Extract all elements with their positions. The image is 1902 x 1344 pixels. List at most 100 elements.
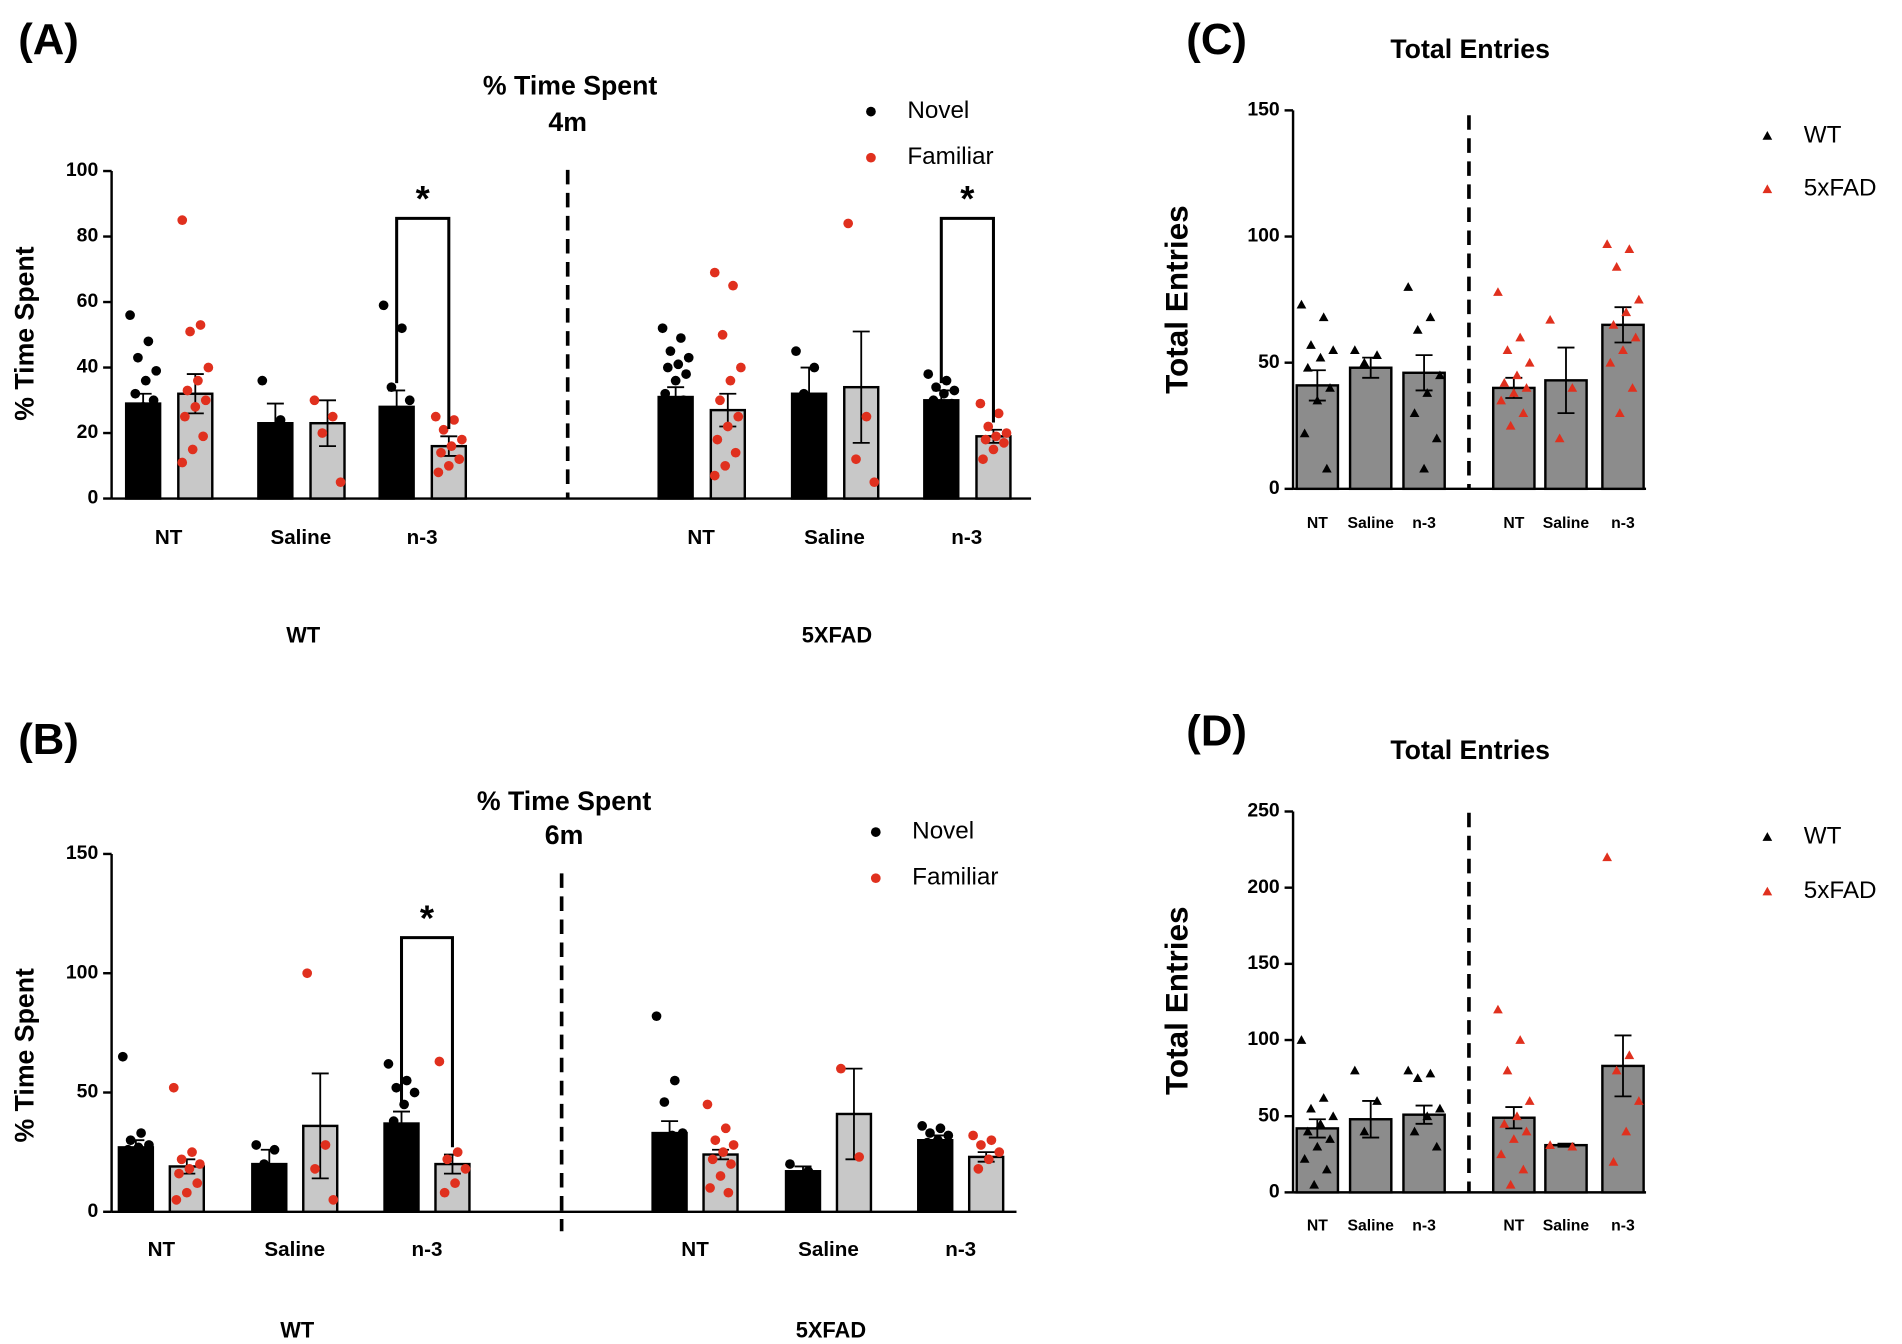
x-tick-label: n-3 xyxy=(945,1238,976,1261)
data-point xyxy=(668,401,678,412)
y-axis-title: Total Entries xyxy=(1158,906,1194,1095)
y-tick-label: 0 xyxy=(1269,477,1280,499)
data-point xyxy=(388,1116,399,1126)
y-axis-title: % Time Spent xyxy=(10,968,40,1143)
data-point xyxy=(1312,395,1323,405)
data-point xyxy=(973,1163,984,1174)
error-bar xyxy=(1308,1118,1326,1139)
x-tick-label: NT xyxy=(155,526,183,549)
data-point xyxy=(450,1178,460,1189)
data-point xyxy=(1502,345,1513,354)
data-point xyxy=(133,1142,144,1153)
data-point xyxy=(718,1147,728,1157)
data-point xyxy=(397,323,407,334)
significance-label: * xyxy=(420,897,435,938)
error-bar xyxy=(311,1072,329,1180)
data-point xyxy=(130,388,141,399)
data-point xyxy=(133,352,143,363)
data-point xyxy=(993,408,1004,419)
data-point xyxy=(1325,383,1335,392)
data-point xyxy=(171,1195,182,1205)
data-point xyxy=(722,421,733,432)
data-point xyxy=(1634,294,1644,304)
bar xyxy=(117,1146,155,1213)
data-point xyxy=(733,411,744,422)
x-tick-label: Saline xyxy=(270,526,331,549)
data-point xyxy=(1521,1126,1532,1136)
data-point xyxy=(117,1051,128,1062)
error-bar xyxy=(266,402,284,444)
legend-label: WT xyxy=(1804,822,1842,849)
y-tick-label: 80 xyxy=(77,225,99,247)
y-tick-label: 0 xyxy=(87,487,98,509)
data-point xyxy=(1627,383,1638,392)
data-point xyxy=(1496,1149,1506,1159)
data-point xyxy=(710,1135,721,1146)
data-point xyxy=(187,1147,197,1157)
data-point xyxy=(1611,261,1622,271)
data-point xyxy=(715,395,725,406)
data-point xyxy=(1567,383,1578,392)
data-point xyxy=(439,1187,450,1198)
data-point xyxy=(1602,239,1612,248)
error-bar xyxy=(852,330,870,444)
data-point xyxy=(1524,357,1535,367)
data-point xyxy=(1359,1126,1370,1136)
data-point xyxy=(1296,299,1307,309)
data-point xyxy=(715,1171,726,1181)
bar xyxy=(651,1131,688,1213)
data-point xyxy=(182,385,193,396)
y-tick-label: 100 xyxy=(1247,1028,1279,1050)
data-point xyxy=(1296,1035,1307,1044)
data-point xyxy=(141,1147,152,1157)
data-point xyxy=(1614,408,1625,418)
data-point xyxy=(983,421,994,432)
data-point xyxy=(200,395,211,406)
y-tick-label: 100 xyxy=(66,159,98,181)
y-axis-title: Total Entries xyxy=(1158,205,1194,394)
data-point xyxy=(667,1130,678,1141)
data-point xyxy=(195,320,206,330)
y-tick-label: 50 xyxy=(1258,351,1280,373)
data-point xyxy=(177,215,188,226)
y-tick-label: 40 xyxy=(77,356,99,378)
data-point xyxy=(1403,1065,1414,1075)
data-point xyxy=(683,352,694,363)
data-point xyxy=(983,1154,994,1165)
data-point xyxy=(702,1099,713,1110)
data-point xyxy=(1425,312,1436,322)
bar xyxy=(917,1139,954,1213)
data-point xyxy=(335,477,346,488)
data-point xyxy=(1545,314,1555,324)
data-point xyxy=(1608,1157,1619,1166)
data-point xyxy=(988,444,999,455)
group-label: WT xyxy=(280,1318,315,1343)
data-point xyxy=(669,1075,680,1086)
x-tick-label: Saline xyxy=(804,526,865,549)
data-point xyxy=(723,1187,734,1198)
data-point xyxy=(712,434,723,445)
data-point xyxy=(1435,1103,1445,1113)
y-tick-label: 0 xyxy=(1269,1181,1280,1203)
legend-label: Novel xyxy=(912,818,974,845)
data-point xyxy=(932,1135,943,1146)
bar xyxy=(1402,1113,1446,1194)
data-point xyxy=(1618,345,1628,354)
data-point xyxy=(401,1075,412,1086)
legend-label: Familiar xyxy=(912,864,998,891)
chart-title: % Time Spent xyxy=(483,70,658,100)
x-tick-label: n-3 xyxy=(951,526,982,549)
data-point xyxy=(1422,1111,1433,1121)
x-tick-label: Saline xyxy=(1543,1217,1590,1234)
data-point xyxy=(705,1183,715,1193)
data-point xyxy=(785,1159,795,1169)
data-point xyxy=(449,415,459,425)
data-point xyxy=(991,431,1001,442)
x-tick-label: NT xyxy=(1503,1217,1524,1234)
data-point xyxy=(1512,1111,1522,1121)
y-tick-label: 150 xyxy=(1247,952,1279,974)
data-point xyxy=(181,1187,192,1198)
data-point xyxy=(446,441,457,451)
legend-marker xyxy=(1762,184,1773,194)
data-point xyxy=(259,1159,269,1169)
